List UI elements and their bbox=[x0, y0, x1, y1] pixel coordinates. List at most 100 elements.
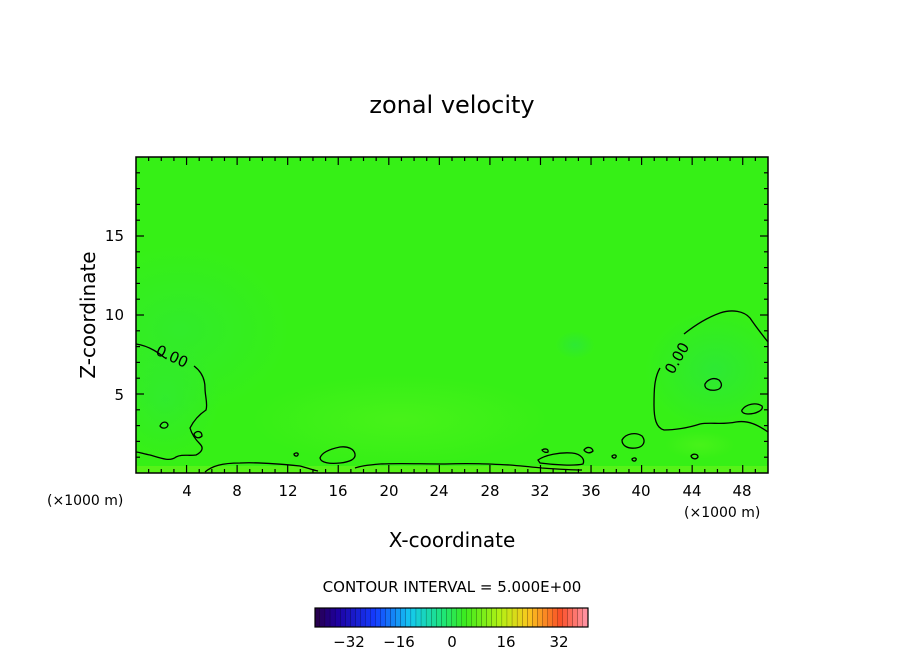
colorbar-cell bbox=[456, 608, 462, 627]
x-unit-label-left: (×1000 m) bbox=[47, 493, 123, 509]
colorbar-cell bbox=[491, 608, 498, 627]
field-shade-lower-right bbox=[665, 431, 735, 459]
colorbar-cell bbox=[497, 608, 503, 627]
contour-small-4a bbox=[159, 421, 169, 429]
colorbar-cell bbox=[411, 608, 417, 627]
contour-small-4b bbox=[193, 430, 203, 439]
contour-right bbox=[653, 310, 768, 433]
contour-small-40 bbox=[621, 433, 645, 449]
x-axis-title: X-coordinate bbox=[389, 528, 516, 552]
colorbar-cell bbox=[350, 608, 356, 627]
colorbar-cell bbox=[502, 608, 508, 627]
colorbar-cell bbox=[562, 608, 569, 627]
x-tick-label: 40 bbox=[631, 482, 650, 500]
y-tick-labels: 5 10 15 bbox=[105, 227, 124, 404]
contour-blob-33 bbox=[537, 452, 585, 466]
y-tick-label: 15 bbox=[105, 227, 124, 245]
x-tick-label: 16 bbox=[328, 482, 347, 500]
x-tick-label: 4 bbox=[182, 482, 192, 500]
colorbar-cell bbox=[557, 608, 564, 627]
colorbar-cell bbox=[471, 608, 478, 627]
x-tick-label: 48 bbox=[732, 482, 751, 500]
colorbar-cell bbox=[431, 608, 437, 627]
colorbar-cell bbox=[335, 608, 341, 627]
colorbar-cell bbox=[461, 608, 467, 627]
colorbar bbox=[315, 608, 589, 627]
x-tick-label: 28 bbox=[480, 482, 499, 500]
contour-small-45 bbox=[690, 453, 699, 460]
colorbar-cell bbox=[385, 608, 392, 627]
colorbar-cell bbox=[512, 608, 518, 627]
colorbar-cell bbox=[395, 608, 402, 627]
colorbar-cell bbox=[542, 608, 548, 627]
colorbar-cell bbox=[441, 608, 447, 627]
colorbar-frame bbox=[314, 607, 589, 628]
colorbar-cell bbox=[481, 608, 488, 627]
colorbar-cell bbox=[476, 608, 483, 627]
colorbar-cell bbox=[552, 608, 558, 627]
colorbar-cell bbox=[315, 608, 321, 627]
contour-small-14 bbox=[293, 452, 299, 457]
colorbar-cell bbox=[582, 608, 589, 627]
contour-left bbox=[136, 343, 208, 461]
colorbar-cell bbox=[416, 608, 422, 627]
y-tick-label: 5 bbox=[114, 386, 124, 404]
contour-small-39 bbox=[631, 457, 637, 462]
contour-right-loop bbox=[741, 403, 763, 415]
colorbar-tick-label: 16 bbox=[496, 633, 515, 651]
x-tick-label: 12 bbox=[278, 482, 297, 500]
colorbar-tick-label: −16 bbox=[383, 633, 415, 651]
colorbar-cell bbox=[340, 608, 346, 627]
colorbar-cell bbox=[446, 608, 452, 627]
colorbar-cell bbox=[406, 608, 412, 627]
colorbar-cell bbox=[486, 608, 493, 627]
colorbar-cell bbox=[522, 608, 528, 627]
colorbar-cell bbox=[466, 608, 473, 627]
x-tick-label: 20 bbox=[379, 482, 398, 500]
colorbar-cell bbox=[567, 608, 574, 627]
y-axis-title: Z-coordinate bbox=[76, 251, 100, 378]
colorbar-cell bbox=[380, 608, 387, 627]
chart-title: zonal velocity bbox=[369, 91, 534, 119]
colorbar-cell bbox=[390, 608, 397, 627]
x-tick-label: 32 bbox=[530, 482, 549, 500]
contour-bottom bbox=[204, 462, 583, 473]
x-tick-label: 8 bbox=[232, 482, 242, 500]
contour-right-small bbox=[704, 377, 723, 391]
colorbar-cell bbox=[365, 608, 371, 627]
x-unit-label-right: (×1000 m) bbox=[684, 505, 760, 521]
colorbar-tick-label: 0 bbox=[447, 633, 457, 651]
colorbar-cell bbox=[532, 608, 538, 627]
contour-small-37 bbox=[583, 446, 594, 454]
x-tick-labels: 4 8 12 16 20 24 28 32 36 40 44 48 bbox=[182, 482, 751, 500]
colorbar-cell bbox=[451, 608, 457, 627]
colorbar-cell bbox=[426, 608, 432, 627]
colorbar-cell bbox=[572, 608, 579, 627]
colorbar-cell bbox=[577, 608, 584, 627]
colorbar-cell bbox=[330, 608, 336, 627]
colorbar-cell bbox=[325, 608, 331, 627]
contour-interval-text: CONTOUR INTERVAL = 5.000E+00 bbox=[323, 578, 582, 596]
colorbar-cell bbox=[320, 608, 326, 627]
contour-lines bbox=[136, 310, 768, 473]
colorbar-cell bbox=[360, 608, 366, 627]
x-tick-label: 24 bbox=[429, 482, 448, 500]
colorbar-cell bbox=[355, 608, 361, 627]
colorbar-cell bbox=[421, 608, 427, 627]
colorbar-cell bbox=[370, 608, 376, 627]
colorbar-cell bbox=[517, 608, 523, 627]
contour-small-32 bbox=[541, 448, 549, 454]
colorbar-cell bbox=[400, 608, 407, 627]
colorbar-cell bbox=[375, 608, 382, 627]
x-tick-label: 36 bbox=[581, 482, 600, 500]
x-tick-label: 44 bbox=[682, 482, 701, 500]
colorbar-cell bbox=[527, 608, 533, 627]
plot-area: 0.00 0.00 bbox=[136, 157, 768, 473]
colorbar-tick-label: −32 bbox=[333, 633, 365, 651]
y-tick-marks bbox=[136, 172, 768, 458]
colorbar-cell bbox=[345, 608, 351, 627]
colorbar-cell bbox=[547, 608, 553, 627]
y-tick-label: 10 bbox=[105, 306, 124, 324]
colorbar-tick-labels: −32 −16 0 16 32 bbox=[333, 633, 568, 651]
